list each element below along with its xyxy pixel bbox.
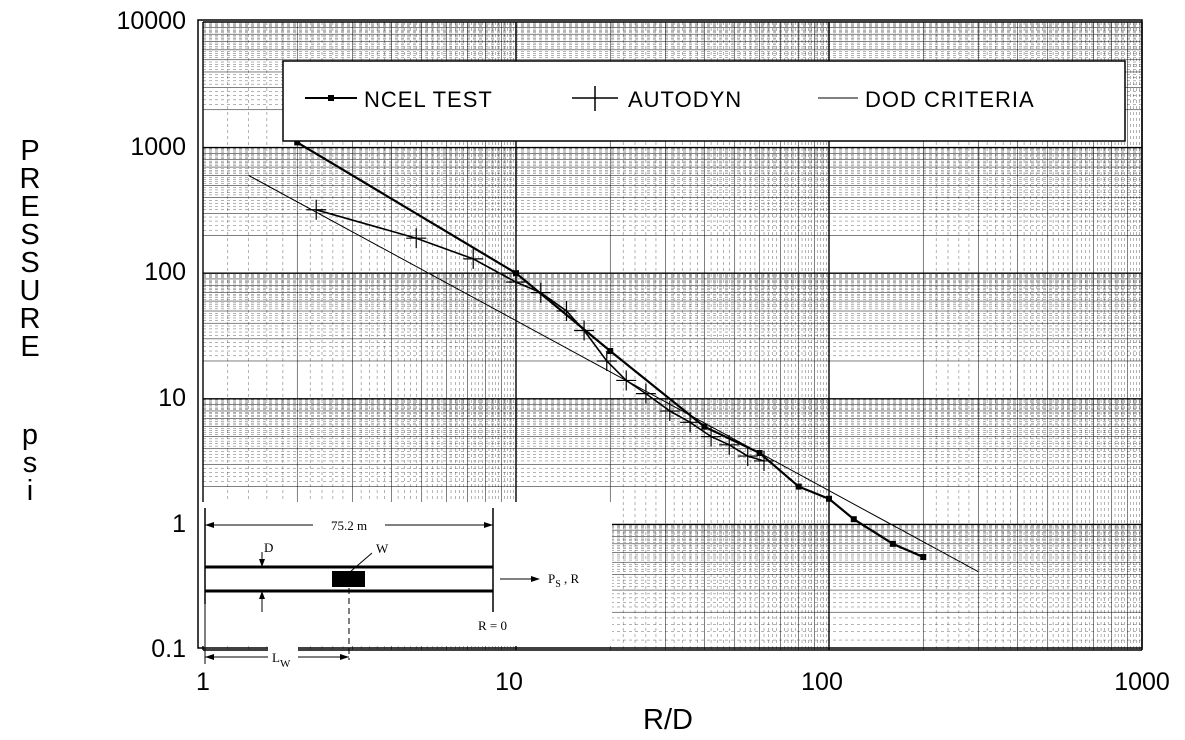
data-point-ncel (920, 554, 927, 561)
y-tick-label: 10 (158, 384, 186, 412)
inset-diagram: 75.2 m D W LW PS , R R = 0 (200, 502, 612, 670)
y-axis-title-letter: E (20, 331, 39, 363)
y-tick-labels: 10000 1000 100 10 1 0.1 (116, 7, 186, 663)
y-tick-label: 0.1 (151, 635, 186, 663)
inset-length-label: 75.2 m (331, 518, 367, 533)
inset-label-bg (313, 516, 385, 534)
x-tick-labels: 1 10 100 1000 (196, 668, 1170, 696)
inset-ps-arrowhead (531, 576, 540, 582)
data-point-ncel (889, 540, 896, 547)
data-point-autodyn (506, 272, 526, 293)
data-point-autodyn (754, 450, 775, 471)
legend-label-autodyn: AUTODYN (628, 87, 742, 112)
y-tick-label: 100 (144, 258, 186, 286)
inset-arrow-left (205, 522, 214, 528)
series-line-1 (315, 209, 765, 462)
series-line-2 (248, 175, 979, 573)
data-point-ncel (850, 516, 857, 523)
y-axis-title-letter: s (23, 447, 38, 479)
y-tick-label: 1000 (130, 133, 186, 161)
inset-lw-label: LW (272, 650, 291, 670)
data-point-autodyn (530, 282, 551, 303)
data-point-ncel (607, 348, 614, 355)
data-point-autodyn (719, 434, 740, 455)
data-point-ncel (701, 423, 708, 430)
y-axis-title-letter: p (22, 419, 38, 451)
inset-ps-subscript: S (555, 579, 561, 590)
inset-d-arrowhead-bottom (259, 591, 265, 599)
inset-w-leader (349, 552, 373, 573)
data-point-ncel (795, 483, 802, 490)
inset-r0-label: R = 0 (478, 618, 507, 633)
legend-box (282, 60, 1126, 142)
data-point-autodyn (574, 320, 595, 341)
inset-lw-main: L (272, 650, 280, 665)
y-axis-title-letter: P (20, 135, 39, 167)
inset-lw-arrow-left (205, 654, 214, 660)
inset-lw-label-bg (268, 646, 298, 666)
x-tick-label: 1000 (1114, 668, 1170, 696)
x-tick-label: 10 (495, 668, 523, 696)
y-axis-title-letter: R (20, 303, 41, 335)
data-point-autodyn (635, 383, 656, 404)
legend-label-ncel: NCEL TEST (364, 87, 493, 112)
inset-d-label: D (264, 540, 273, 555)
data-point-autodyn (463, 248, 484, 269)
x-axis-title: R/D (643, 704, 693, 736)
inset-ps-main: P (548, 571, 555, 586)
data-point-autodyn (596, 350, 617, 371)
legend: NCEL TEST AUTODYN DOD CRITERIA (282, 60, 1126, 142)
x-tick-label: 1 (196, 668, 210, 696)
y-axis-title-letter: R (20, 163, 41, 195)
data-point-autodyn (556, 301, 577, 322)
legend-label-dod: DOD CRITERIA (865, 87, 1035, 112)
series-layer (248, 139, 979, 573)
y-axis-title-letter: S (20, 247, 39, 279)
y-tick-label: 1 (172, 510, 186, 538)
data-point-autodyn (406, 228, 427, 249)
y-axis-title-letter: U (20, 275, 41, 307)
plot-frame (197, 19, 1143, 649)
inset-d-arrowhead-top (259, 559, 265, 567)
inset-lw-arrow-right (340, 654, 349, 660)
data-point-ncel (826, 495, 832, 502)
inset-ps-label: PS , R (548, 571, 580, 590)
inset-charge (332, 571, 365, 587)
y-axis-title-letter: i (27, 475, 33, 507)
y-axis-title-letter: S (20, 219, 39, 251)
data-point-ncel (294, 139, 301, 146)
legend-marker-ncel (328, 95, 334, 101)
data-point-autodyn (701, 426, 722, 447)
inset-arrow-right (484, 522, 493, 528)
data-point-autodyn (737, 446, 758, 467)
inset-ps-suffix: , R (561, 571, 580, 586)
y-tick-label: 10000 (116, 7, 186, 35)
data-point-autodyn (306, 199, 327, 220)
inset-lw-subscript: W (280, 658, 291, 670)
inset-w-label: W (376, 541, 389, 556)
inset-background (200, 502, 612, 646)
y-axis-title-letter: E (20, 191, 39, 223)
series-line-0 (296, 141, 924, 559)
x-tick-label: 100 (801, 668, 843, 696)
